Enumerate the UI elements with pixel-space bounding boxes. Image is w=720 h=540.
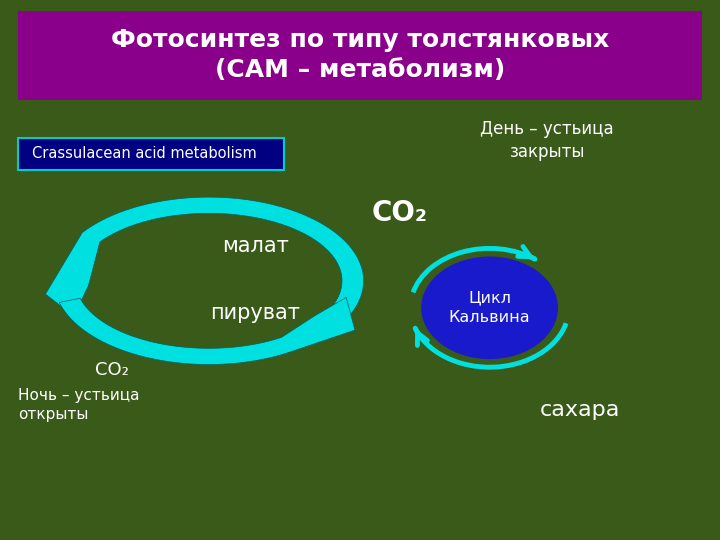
Text: СО₂: СО₂ [94,361,129,379]
Text: малат: малат [222,235,289,256]
Polygon shape [45,197,364,316]
Text: пируват: пируват [210,303,301,323]
Text: сахара: сахара [539,400,620,421]
FancyBboxPatch shape [18,11,702,100]
Text: Цикл
Кальвина: Цикл Кальвина [449,291,531,325]
Ellipse shape [421,256,558,359]
Polygon shape [59,298,355,364]
Text: Crassulacean acid metabolism: Crassulacean acid metabolism [32,146,257,161]
Text: День – устьица
закрыты: День – устьица закрыты [480,119,614,161]
FancyBboxPatch shape [18,138,284,170]
Text: СО₂: СО₂ [372,199,428,227]
Text: Фотосинтез по типу толстянковых
(САМ – метаболизм): Фотосинтез по типу толстянковых (САМ – м… [111,28,609,82]
Text: Ночь – устьица
открыты: Ночь – устьица открыты [18,388,140,422]
